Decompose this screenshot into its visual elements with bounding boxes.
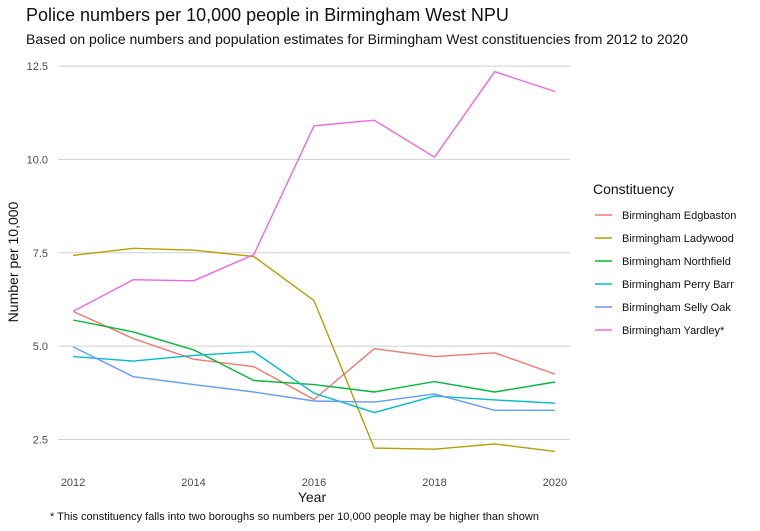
legend-label: Birmingham Edgbaston bbox=[622, 210, 736, 222]
y-axis-title: Number per 10,000 bbox=[5, 201, 21, 322]
y-tick-label: 2.5 bbox=[33, 434, 48, 446]
x-axis-ticks: 2012 2014 2016 2018 2020 bbox=[61, 477, 567, 489]
y-tick-label: 12.5 bbox=[27, 61, 48, 73]
series-line bbox=[72, 319, 556, 393]
x-tick-label: 2014 bbox=[181, 477, 205, 489]
series-line bbox=[72, 310, 556, 401]
series-line bbox=[72, 346, 555, 411]
y-axis-ticks: 2.5 5.0 7.5 10.0 12.5 bbox=[27, 61, 48, 446]
series-line bbox=[73, 247, 555, 453]
x-tick-label: 2018 bbox=[422, 477, 446, 489]
chart-caption: * This constituency falls into two borou… bbox=[50, 511, 539, 523]
series-line bbox=[72, 70, 556, 313]
x-tick-label: 2012 bbox=[61, 477, 85, 489]
legend-title: Constituency bbox=[593, 181, 674, 197]
legend-label: Birmingham Yardley* bbox=[622, 325, 725, 337]
legend-label: Birmingham Perry Barr bbox=[622, 279, 734, 291]
legend-label: Birmingham Ladywood bbox=[622, 233, 734, 245]
chart-subtitle: Based on police numbers and population e… bbox=[26, 31, 688, 47]
x-tick-label: 2020 bbox=[543, 477, 567, 489]
chart-title: Police numbers per 10,000 people in Birm… bbox=[26, 5, 509, 25]
legend: Constituency Birmingham Edgbaston Birming… bbox=[593, 181, 736, 337]
y-tick-label: 10.0 bbox=[27, 154, 48, 166]
series-lines bbox=[72, 70, 556, 453]
x-tick-label: 2016 bbox=[302, 477, 326, 489]
legend-label: Birmingham Selly Oak bbox=[622, 302, 731, 314]
legend-label: Birmingham Northfield bbox=[622, 256, 731, 268]
series-line bbox=[73, 351, 555, 414]
gridlines bbox=[58, 65, 570, 440]
y-tick-label: 5.0 bbox=[33, 341, 48, 353]
x-axis-title: Year bbox=[298, 489, 327, 505]
y-tick-label: 7.5 bbox=[33, 248, 48, 260]
